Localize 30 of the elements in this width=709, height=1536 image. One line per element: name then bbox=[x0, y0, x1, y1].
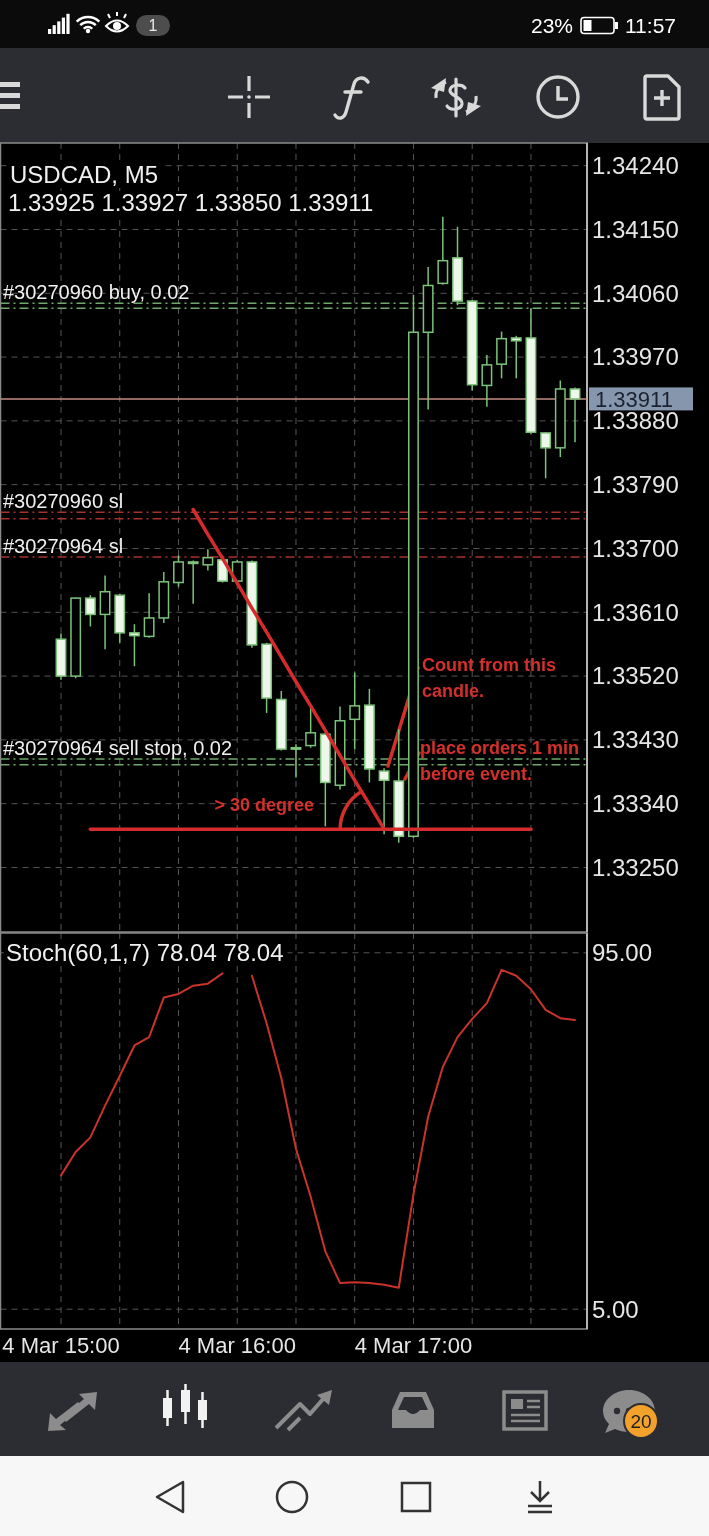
y-tick-label: 1.33790 bbox=[592, 471, 679, 499]
text: USDCAD, M5 bbox=[10, 161, 159, 188]
ref-line-label: #30270960 buy, 0.02 bbox=[3, 281, 190, 304]
y-tick-label: 1.34240 bbox=[592, 152, 679, 180]
text: 1.33925 1.33927 1.33850 1.33911 bbox=[8, 189, 374, 216]
y-tick-label: 1.34150 bbox=[592, 215, 679, 243]
x-tick-label: 4 Mar 16:00 bbox=[178, 1333, 296, 1358]
annotation: Count from this candle. bbox=[422, 655, 556, 701]
y-tick-label: 1.33520 bbox=[592, 662, 679, 690]
chart-title: Stoch(60,1,7) 78.04 78.04 bbox=[6, 939, 284, 966]
text: 1 bbox=[148, 17, 158, 34]
text: 20 bbox=[630, 1411, 652, 1432]
y-tick-label: 5.00 bbox=[592, 1295, 639, 1323]
x-tick-label: 4 Mar 15:00 bbox=[2, 1333, 120, 1358]
y-tick-label: 1.33610 bbox=[592, 598, 679, 626]
ref-line-label: #30270964 sell stop, 0.02 bbox=[3, 737, 233, 760]
annotation: > 30 degree bbox=[214, 795, 314, 816]
y-tick-label: 1.33430 bbox=[592, 726, 679, 754]
y-tick-label: 1.34060 bbox=[592, 279, 679, 307]
ref-line-label: #30270964 sl bbox=[3, 534, 124, 557]
x-tick-label: 4 Mar 17:00 bbox=[354, 1333, 473, 1358]
text: 11:57 bbox=[625, 14, 676, 37]
ref-line-label: #30270960 sl bbox=[3, 490, 124, 513]
y-tick-label: 95.00 bbox=[592, 939, 653, 967]
annotation: place orders 1 min before event. bbox=[420, 738, 580, 784]
y-tick-label: 1.33250 bbox=[592, 853, 679, 881]
text: 23% bbox=[530, 14, 573, 37]
y-tick-label: 1.33700 bbox=[592, 534, 679, 562]
y-tick-label: 1.33340 bbox=[592, 790, 679, 818]
y-tick-label: 1.33970 bbox=[592, 343, 679, 371]
